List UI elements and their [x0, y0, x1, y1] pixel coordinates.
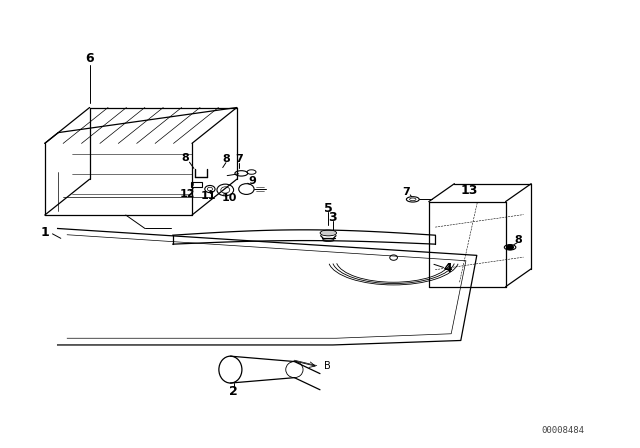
Bar	[191, 182, 202, 187]
Text: 10: 10	[221, 193, 237, 202]
Text: B: B	[324, 361, 331, 371]
Text: 5: 5	[324, 202, 333, 215]
Text: 13: 13	[460, 184, 478, 197]
Text: 4: 4	[444, 262, 452, 276]
Text: 8: 8	[222, 154, 230, 164]
Ellipse shape	[321, 230, 336, 236]
Text: 8: 8	[515, 235, 522, 245]
Text: 00008484: 00008484	[541, 426, 585, 435]
Text: 3: 3	[328, 211, 337, 224]
Circle shape	[507, 245, 513, 250]
Text: 6: 6	[85, 52, 94, 65]
Text: 2: 2	[229, 384, 238, 398]
Text: 7: 7	[236, 154, 243, 164]
Text: 7: 7	[403, 187, 410, 197]
Text: 1: 1	[40, 226, 49, 240]
Text: 9: 9	[248, 176, 256, 186]
Text: 8: 8	[182, 153, 189, 163]
Text: 11: 11	[200, 191, 216, 201]
Text: 12: 12	[180, 189, 195, 199]
